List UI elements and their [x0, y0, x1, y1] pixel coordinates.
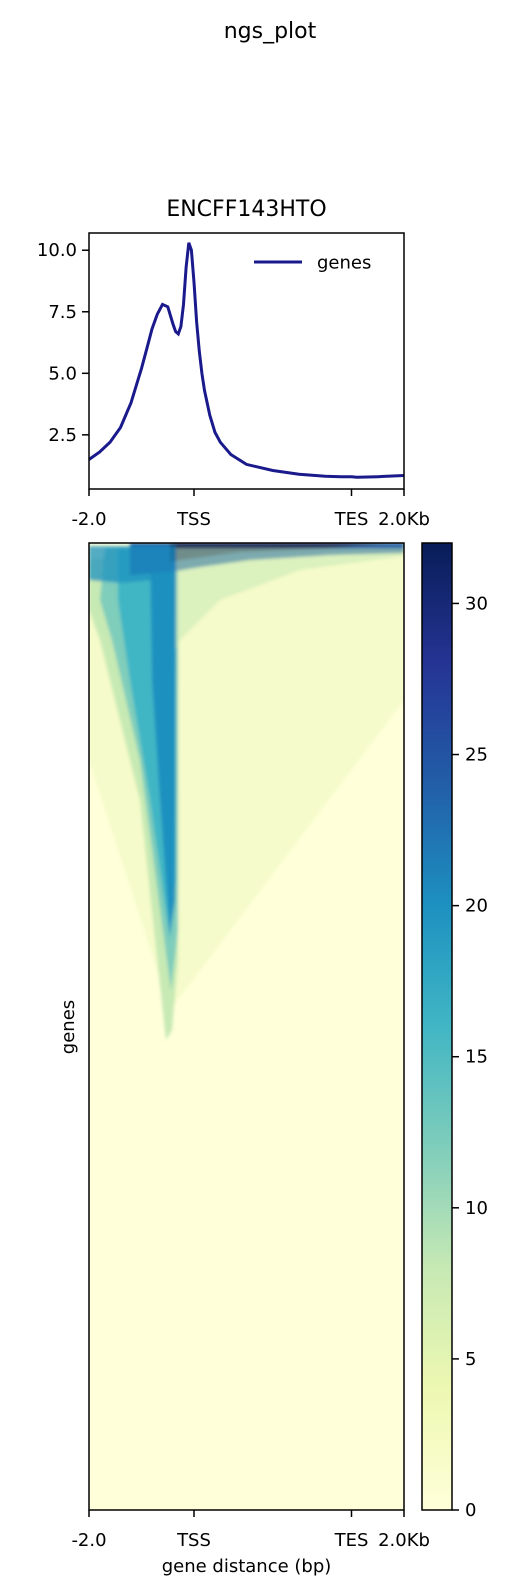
colorbar-gradient: [421, 542, 453, 1511]
colorbar-tick-label: 30: [465, 593, 488, 614]
figure-suptitle: ngs_plot: [224, 19, 317, 44]
xtick-label: TES: [334, 509, 369, 530]
xtick-label: TSS: [176, 1530, 211, 1551]
heatmap-image: [89, 543, 404, 1510]
heatmap-x-axis: -2.0 TSS TES 2.0Kb: [71, 1510, 430, 1551]
profile-plot-frame: [88, 232, 405, 490]
colorbar-tick-label: 25: [465, 745, 488, 766]
colorbar-tick-label: 0: [465, 1500, 476, 1521]
colorbar-tick-label: 20: [465, 896, 488, 917]
colorbar-tick-label: 10: [465, 1198, 488, 1219]
profile-chart: ENCFF143HTO 2.5 5.0 7.5 10.0 -2.0 TSS TES 2.0K…: [37, 197, 430, 530]
xtick-label: 2.0Kb: [378, 509, 430, 530]
xtick-label: -2.0: [71, 1530, 106, 1551]
xtick-label: 2.0Kb: [378, 1530, 430, 1551]
profile-x-axis: -2.0 TSS TES 2.0Kb: [71, 489, 430, 530]
colorbar-tick-label: 15: [465, 1047, 488, 1068]
heatmap-ylabel: genes: [58, 1000, 79, 1054]
profile-ytick-label: 5.0: [48, 363, 77, 384]
heatmap-chart: -2.0 TSS TES 2.0Kb genes gene distance (bp): [58, 542, 430, 1577]
profile-ytick-label: 10.0: [37, 240, 77, 261]
profile-ytick-label: 2.5: [48, 425, 77, 446]
legend-label-genes: genes: [317, 253, 371, 274]
profile-title: ENCFF143HTO: [166, 197, 326, 222]
heatmap-plot-frame: [88, 542, 405, 1511]
colorbar-tick-label: 5: [465, 1349, 476, 1370]
xtick-label: TES: [334, 1530, 369, 1551]
xtick-label: -2.0: [71, 509, 106, 530]
xtick-label: TSS: [176, 509, 211, 530]
profile-legend: genes: [254, 253, 371, 274]
colorbar-ticks: 0 5 10 15 20 25 30: [452, 593, 488, 1521]
profile-ytick-label: 7.5: [48, 302, 77, 323]
colorbar: 0 5 10 15 20 25 30: [421, 542, 488, 1521]
profile-y-axis: 2.5 5.0 7.5 10.0: [37, 240, 89, 446]
profile-series-genes-line: [89, 242, 404, 479]
heatmap-xlabel: gene distance (bp): [162, 1556, 332, 1577]
